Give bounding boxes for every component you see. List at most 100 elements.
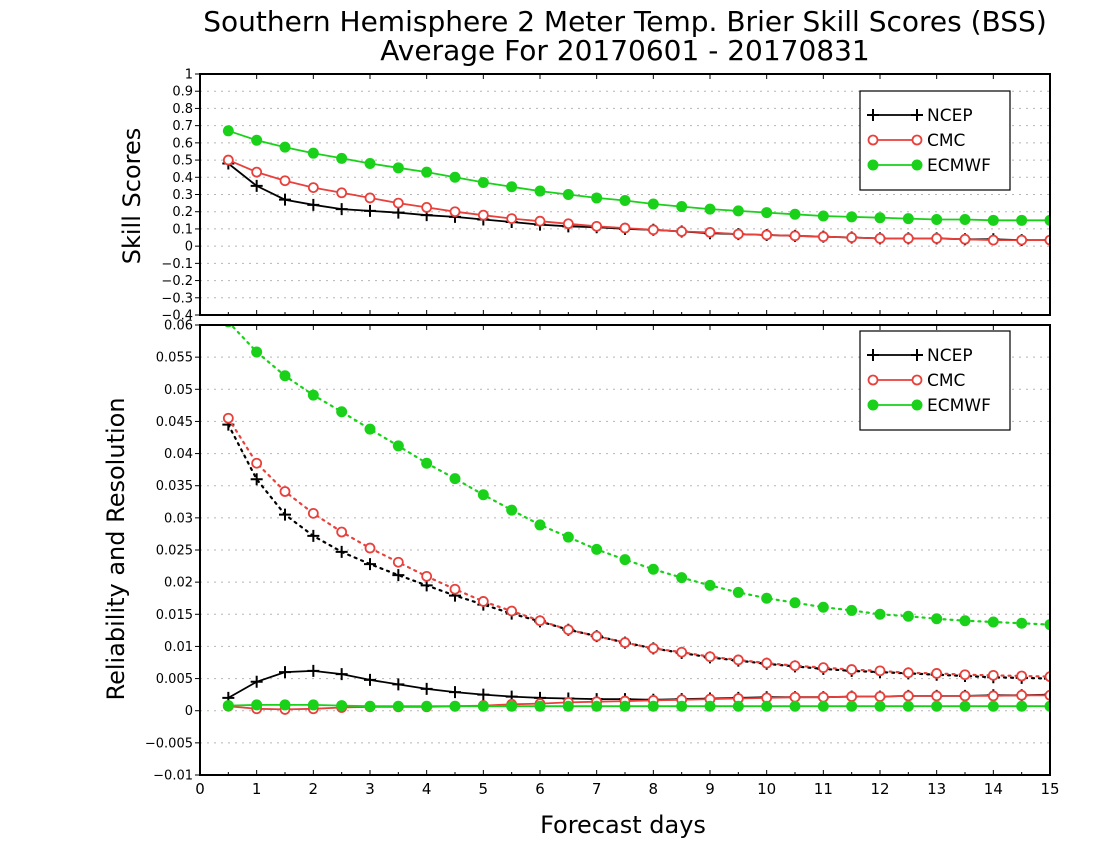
- ecmwf-point: [817, 700, 829, 712]
- reliability-panel-legend: NCEP CMC ECMWF: [859, 330, 1011, 431]
- ecmwf-point: [336, 700, 348, 712]
- ecmwf-point: [647, 563, 659, 575]
- cmc-point: [704, 226, 716, 238]
- ecmwf-point: [789, 700, 801, 712]
- ecmwf-point: [506, 700, 518, 712]
- cmc-point: [251, 166, 263, 178]
- ecmwf-point: [1016, 617, 1028, 629]
- cmc-point: [817, 662, 829, 674]
- ecmwf-point: [534, 519, 546, 531]
- ecmwf-point: [279, 370, 291, 382]
- y-tick-label: 0.055: [156, 351, 193, 366]
- ecmwf-point: [619, 700, 631, 712]
- ecmwf-point: [789, 208, 801, 220]
- ncep-point: [250, 473, 263, 486]
- ecmwf-point: [874, 608, 886, 620]
- ecmwf-point: [591, 700, 603, 712]
- ecmwf-point: [449, 473, 461, 485]
- ecmwf-point: [987, 616, 999, 628]
- ecmwf-point: [477, 700, 489, 712]
- ecmwf-point: [222, 700, 234, 712]
- x-tick-label: 1: [252, 780, 262, 798]
- x-axis-label: Forecast days: [540, 811, 706, 839]
- ecmwf-point: [959, 700, 971, 712]
- ecmwf-reliability-series-line: [228, 704, 1050, 708]
- cmc-point: [1044, 234, 1050, 246]
- ecmwf-point: [251, 699, 263, 711]
- ecmwf-point: [732, 586, 744, 598]
- y-tick-label: 0: [185, 704, 193, 719]
- ecmwf-point: [307, 389, 319, 401]
- cmc-point: [506, 213, 518, 225]
- ncep-point: [250, 675, 263, 688]
- ecmwf-point: [392, 162, 404, 174]
- ecmwf-point: [704, 203, 716, 215]
- y-tick-label: 0.02: [164, 576, 193, 591]
- ecmwf-point: [506, 181, 518, 193]
- ecmwf-point: [307, 147, 319, 159]
- y-tick-label: 0.035: [156, 479, 193, 494]
- ncep-point: [449, 686, 461, 699]
- cmc-point: [1016, 234, 1028, 246]
- cmc-point: [987, 669, 999, 681]
- cmc-point: [421, 202, 433, 213]
- y-tick-label: 0.06: [164, 319, 193, 334]
- cmc-point: [251, 457, 263, 469]
- ecmwf-point: [817, 210, 829, 222]
- x-tick-label: 0: [195, 780, 205, 798]
- legend-marker: [867, 109, 879, 121]
- ecmwf-point: [817, 601, 829, 613]
- ecmwf-point: [449, 171, 461, 183]
- x-tick-label: 6: [535, 780, 545, 798]
- x-tick-label: 8: [649, 780, 659, 798]
- ecmwf-point: [364, 158, 376, 170]
- x-tick-label: 14: [984, 780, 1003, 798]
- cmc-point: [421, 570, 433, 582]
- ecmwf-point: [477, 176, 489, 188]
- chart-title-line2: Average For 20170601 - 20170831: [380, 34, 869, 67]
- ncep-point: [477, 688, 490, 701]
- ecmwf-point: [676, 572, 688, 584]
- top-panel-y-axis-label: Skill Scores: [118, 128, 146, 265]
- ecmwf-point: [562, 189, 574, 200]
- x-tick-label: 4: [422, 780, 432, 798]
- cmc-point: [931, 690, 943, 702]
- cmc-point: [761, 229, 773, 241]
- bottom-panel-y-axis-label: Reliability and Resolution: [102, 397, 130, 700]
- ncep-point: [279, 666, 291, 679]
- ecmwf-point: [222, 125, 234, 137]
- legend-label-cmc: CMC: [927, 371, 965, 391]
- cmc-point: [1044, 671, 1050, 683]
- cmc-point: [846, 232, 858, 243]
- ecmwf-point: [874, 700, 886, 712]
- cmc-point: [449, 206, 461, 218]
- ncep-point: [307, 198, 320, 211]
- y-tick-label: 0.025: [156, 544, 193, 559]
- cmc-point: [846, 664, 858, 675]
- cmc-point: [562, 218, 574, 230]
- ecmwf-point: [477, 489, 489, 501]
- ncep-point: [364, 673, 376, 686]
- ecmwf-point: [449, 700, 461, 712]
- y-tick-label: −0.1: [161, 257, 193, 272]
- ecmwf-point: [421, 457, 433, 469]
- ecmwf-point: [902, 700, 914, 712]
- ecmwf-point: [789, 597, 801, 609]
- ecmwf-point: [676, 201, 688, 213]
- ecmwf-point: [619, 195, 631, 207]
- legend-marker: [867, 374, 879, 386]
- ecmwf-point: [987, 214, 999, 226]
- ecmwf-point: [732, 205, 744, 217]
- x-tick-label: 13: [927, 780, 946, 798]
- ncep-point: [307, 529, 320, 542]
- cmc-point: [562, 624, 574, 636]
- cmc-point: [449, 583, 461, 595]
- cmc-point: [534, 615, 546, 627]
- ecmwf-point: [846, 604, 858, 616]
- cmc-point: [1044, 689, 1050, 701]
- y-tick-label: 0.5: [172, 154, 193, 169]
- cmc-point: [392, 197, 404, 209]
- cmc-point: [817, 691, 829, 703]
